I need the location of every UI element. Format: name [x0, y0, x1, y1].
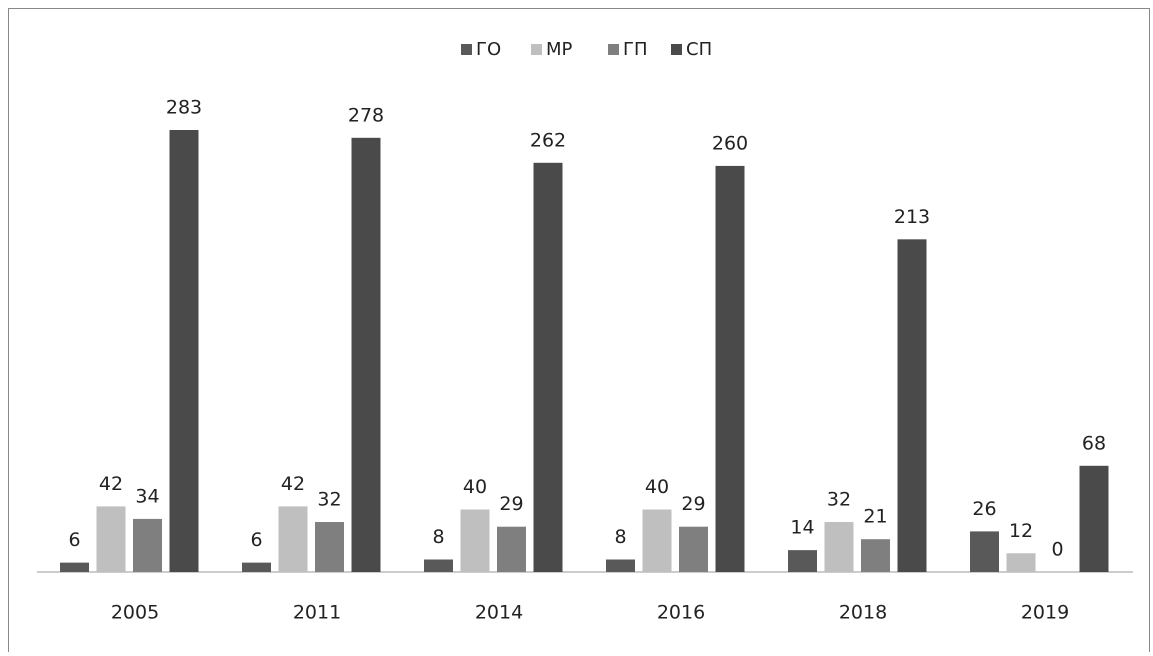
legend-swatch — [461, 44, 472, 55]
bar — [96, 506, 126, 572]
bar — [970, 531, 999, 572]
bar — [315, 522, 344, 572]
bar — [278, 506, 308, 572]
data-label: 6 — [68, 529, 80, 551]
data-label: 29 — [499, 493, 523, 515]
data-label: 6 — [250, 529, 262, 551]
x-tick-label: 2014 — [475, 602, 523, 624]
legend-label: ГО — [476, 39, 501, 60]
legend-swatch — [531, 44, 542, 55]
bar — [242, 562, 271, 572]
data-label: 8 — [432, 526, 444, 548]
bar — [60, 562, 89, 572]
bar — [715, 165, 745, 573]
bar — [1006, 553, 1036, 572]
data-label: 12 — [1009, 520, 1033, 542]
data-label: 32 — [317, 489, 341, 511]
data-label: 8 — [614, 526, 626, 548]
legend-swatch — [671, 44, 682, 55]
data-label: 68 — [1082, 432, 1106, 454]
data-label: 42 — [99, 473, 123, 495]
bar — [133, 518, 162, 572]
bar — [897, 239, 927, 573]
bar — [460, 509, 490, 572]
bar — [533, 162, 563, 572]
x-tick-label: 2019 — [1021, 602, 1069, 624]
x-tick-label: 2016 — [657, 602, 705, 624]
data-label: 21 — [863, 506, 887, 528]
data-label: 26 — [972, 498, 996, 520]
bar — [1079, 465, 1109, 572]
data-label: 42 — [281, 473, 305, 495]
data-label: 0 — [1051, 539, 1063, 561]
x-tick-label: 2005 — [111, 602, 159, 624]
data-label: 213 — [894, 206, 930, 228]
legend-label: ГП — [623, 39, 648, 60]
bar — [497, 526, 526, 572]
legend-swatch — [608, 44, 619, 55]
data-label: 40 — [463, 476, 487, 498]
data-label: 32 — [827, 489, 851, 511]
bar — [824, 522, 854, 572]
data-label: 14 — [790, 517, 814, 539]
legend-label: МР — [546, 39, 573, 60]
data-label: 262 — [530, 129, 566, 151]
x-tick-label: 2018 — [839, 602, 887, 624]
data-label: 260 — [712, 132, 748, 154]
data-label: 34 — [135, 485, 159, 507]
bar — [861, 539, 890, 572]
data-label: 283 — [166, 97, 202, 119]
bar — [679, 526, 708, 572]
legend-label: СП — [686, 39, 712, 60]
bar — [606, 559, 635, 572]
chart-frame — [8, 8, 1150, 656]
bar — [788, 550, 817, 572]
bar — [424, 559, 453, 572]
data-label: 40 — [645, 476, 669, 498]
bar — [642, 509, 672, 572]
data-label: 29 — [681, 493, 705, 515]
data-label: 278 — [348, 104, 384, 126]
bar — [351, 137, 381, 572]
x-tick-label: 2011 — [293, 602, 341, 624]
bar — [169, 130, 199, 572]
